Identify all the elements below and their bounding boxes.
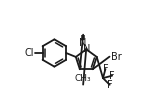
Text: F: F (107, 80, 112, 90)
Text: F: F (109, 71, 115, 81)
Text: Br: Br (111, 52, 121, 62)
Text: N: N (80, 38, 87, 47)
Text: CH₃: CH₃ (75, 74, 92, 83)
Text: N: N (83, 44, 90, 54)
Text: Cl: Cl (24, 48, 34, 58)
Text: F: F (103, 64, 108, 74)
